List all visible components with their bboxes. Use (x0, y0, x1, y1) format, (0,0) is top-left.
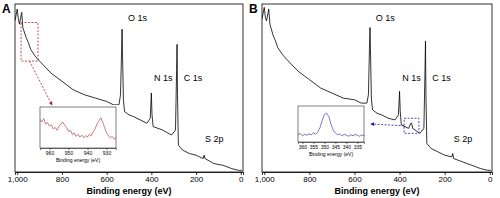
x-tick-label: 400 (145, 175, 159, 184)
x-axis: 360355350345340335 (299, 142, 365, 150)
peak-annotation: N 1s (154, 73, 173, 83)
zoom-connector (371, 118, 419, 133)
zoom-arrow (30, 61, 52, 105)
x-tick-label: 800 (56, 175, 70, 184)
peak-annotation: O 1s (128, 13, 148, 23)
inset-background (34, 105, 122, 164)
main-chart: 1,000 800 600 400 200 0 Binding energy (eV) A O … (2, 2, 244, 196)
x-tick-label: 360 (299, 144, 308, 150)
x-axis-line (263, 173, 493, 176)
x-tick-label: 400 (393, 175, 407, 184)
x-tick: 400 (145, 172, 159, 184)
x-tick: 940 (84, 148, 93, 156)
x-axis-title: Binding energy (eV) (86, 186, 171, 196)
x-tick: 930 (103, 148, 112, 156)
x-tick-label: 1,000 (255, 175, 276, 184)
peak-annotation: N 1s (402, 73, 421, 83)
plot-frame (262, 4, 492, 172)
peak-annotation: S 2p (454, 134, 473, 144)
x-tick: 355 (310, 142, 319, 150)
zoom-box (404, 118, 419, 133)
zoom-arrow (371, 124, 404, 126)
spectrum-line (40, 118, 116, 139)
x-tick: 400 (393, 172, 407, 184)
spectrum-line (298, 113, 364, 136)
x-tick-label: 950 (65, 150, 74, 156)
peak-annotation: C 1s (432, 73, 451, 83)
x-tick: 600 (100, 172, 114, 184)
x-tick: 350 (321, 142, 330, 150)
x-axis: 960 950 940 930 (41, 148, 117, 156)
x-tick-label: 200 (190, 175, 204, 184)
panel-label: A (2, 2, 11, 16)
x-axis-title: Binding energy (eV) (334, 186, 419, 196)
x-tick-label: 0 (239, 175, 244, 184)
spectrum-line (15, 9, 242, 170)
x-tick: 340 (343, 142, 352, 150)
x-axis-title: Binding energy (eV) (309, 151, 354, 157)
peak-annotation: C 1s (184, 73, 203, 83)
x-axis-line (16, 173, 244, 176)
x-tick-label: 960 (46, 150, 55, 156)
x-tick-label: 940 (84, 150, 93, 156)
x-tick: 1,000 (255, 172, 276, 184)
x-tick: 0 (239, 172, 244, 184)
plot-area (40, 118, 116, 139)
inset-background (292, 104, 370, 158)
x-tick: 0 (488, 172, 493, 184)
x-tick-label: 355 (310, 144, 319, 150)
x-tick-label: 600 (100, 175, 114, 184)
inset-chart: 960 950 940 930Binding energy (eV) (34, 105, 122, 164)
x-tick-label: 1,000 (8, 175, 29, 184)
x-tick-label: 800 (303, 175, 317, 184)
peak-annotation: O 1s (376, 13, 396, 23)
x-tick: 950 (65, 148, 74, 156)
x-tick: 345 (332, 142, 341, 150)
x-axis: 1,000 800 600 400 200 0 (8, 172, 244, 184)
x-axis: 1,000 800 600 400 200 0 (255, 172, 493, 184)
x-tick-label: 600 (348, 175, 362, 184)
x-tick-label: 345 (332, 144, 341, 150)
main-chart: 1,000 800 600 400 200 0 Binding energy (eV) B O … (249, 2, 493, 196)
spectrum-line (262, 7, 491, 170)
plot-frame (298, 106, 364, 142)
zoom-connector (21, 23, 52, 105)
panel-label: B (249, 2, 258, 16)
x-tick: 600 (348, 172, 362, 184)
x-tick: 800 (56, 172, 70, 184)
inset-chart: 360355350345340335Binding energy (eV) (292, 104, 370, 158)
x-tick-label: 350 (321, 144, 330, 150)
x-tick: 800 (303, 172, 317, 184)
x-tick-label: 340 (343, 144, 352, 150)
x-tick-label: 335 (354, 144, 363, 150)
x-tick: 1,000 (8, 172, 29, 184)
x-tick-label: 0 (488, 175, 493, 184)
x-tick: 200 (190, 172, 204, 184)
x-tick: 335 (354, 142, 363, 150)
x-tick: 360 (299, 142, 308, 150)
plot-area (15, 9, 242, 170)
figure: 1,000 800 600 400 200 0 Binding energy (eV) A O … (0, 0, 500, 198)
x-tick: 960 (46, 148, 55, 156)
plot-area (262, 7, 491, 170)
zoom-box (21, 23, 38, 62)
peak-annotation: S 2p (205, 134, 224, 144)
plot-frame (40, 107, 116, 148)
x-axis-title: Binding energy (eV) (56, 157, 101, 163)
plot-area (298, 113, 364, 136)
x-tick-label: 930 (103, 150, 112, 156)
x-tick-label: 200 (438, 175, 452, 184)
x-tick: 200 (438, 172, 452, 184)
plot-frame (15, 4, 243, 172)
